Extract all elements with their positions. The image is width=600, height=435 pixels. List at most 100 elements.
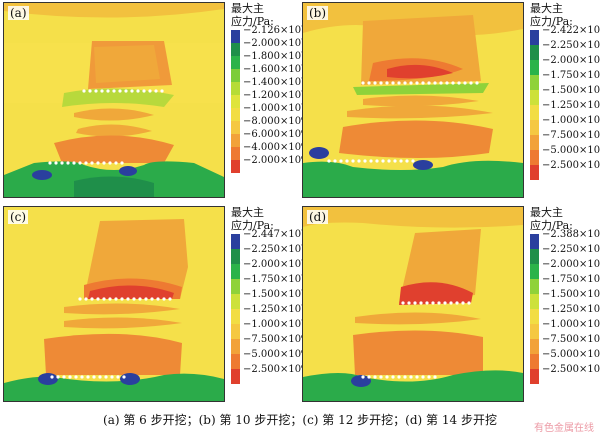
legend-swatch <box>231 69 240 82</box>
legend-swatch <box>231 279 240 294</box>
legend-swatch <box>231 108 240 121</box>
legend-swatch <box>231 95 240 108</box>
contour-plot-b: (b) <box>302 2 524 198</box>
legend-value: −1.000×10⁷ <box>542 115 600 126</box>
legend-value: −2.000×10⁶ <box>243 155 306 166</box>
legend-value: −2.500×10⁶ <box>542 160 600 171</box>
contour-plot-d: (d) <box>302 206 524 402</box>
legend-swatch <box>530 30 539 45</box>
legend-value: −2.422×10⁷ <box>542 25 600 36</box>
legend-swatch <box>231 234 240 249</box>
panel-b: (b) 最大主 应力/Pa: −2.422×10⁷ −2.250×10⁷ −2.00… <box>302 2 600 204</box>
legend-value: −1.400×10⁷ <box>243 77 306 88</box>
contour-svg-b <box>303 3 523 197</box>
legend-swatch <box>231 56 240 69</box>
legend-value: −1.800×10⁷ <box>243 51 306 62</box>
legend-title-line1-c: 最大主 <box>231 206 264 219</box>
panel-label-c: (c) <box>8 210 29 224</box>
legend-value: −2.500×10⁶ <box>542 364 600 375</box>
legend-colorbar-d <box>530 234 539 384</box>
legend-value: −2.000×10⁷ <box>542 55 600 66</box>
legend-swatch <box>231 264 240 279</box>
legend-swatch <box>530 105 539 120</box>
legend-swatch <box>231 121 240 134</box>
legend-value: −7.500×10⁶ <box>542 130 600 141</box>
legend-swatch <box>231 309 240 324</box>
panel-a: (a) 最大主 应力/Pa: −2.126×10⁷ −2.000×10⁷ −1.80… <box>3 2 306 204</box>
legend-title-line1-d: 最大主 <box>530 206 563 219</box>
legend-colorbar-b <box>530 30 539 180</box>
legend-value: −1.000×10⁷ <box>243 319 306 330</box>
panel-d: (d) 最大主 应力/Pa: −2.388×10⁷ −2.250×10⁷ −2.00… <box>302 206 600 408</box>
legend-value: −1.000×10⁷ <box>243 103 306 114</box>
legend-title-line1-b: 最大主 <box>530 2 563 15</box>
legend-title-line2-a: 应力/Pa: <box>231 15 274 28</box>
panel-label-d: (d) <box>307 210 329 224</box>
legend-value: −2.388×10⁷ <box>542 229 600 240</box>
legend-value: −7.500×10⁶ <box>243 334 306 345</box>
legend-swatch <box>530 339 539 354</box>
contour-svg-d <box>303 207 523 401</box>
legend-title-line2-d: 应力/Pa: <box>530 219 573 232</box>
legend-value: −7.500×10⁶ <box>542 334 600 345</box>
legend-swatch <box>231 82 240 95</box>
legend-value: −1.000×10⁷ <box>542 319 600 330</box>
legend-swatch <box>530 165 539 180</box>
legend-title-line2-c: 应力/Pa: <box>231 219 274 232</box>
legend-colorbar-c <box>231 234 240 384</box>
legend-swatch <box>530 234 539 249</box>
legend-value: −1.750×10⁷ <box>542 274 600 285</box>
contour-svg-c <box>4 207 224 401</box>
legend-c: 最大主 应力/Pa: −2.447×10⁷ −2.250×10⁷ −2.000×10… <box>229 206 306 406</box>
legend-a: 最大主 应力/Pa: −2.126×10⁷ −2.000×10⁷ −1.800×10… <box>229 2 306 202</box>
legend-swatch <box>231 160 240 173</box>
legend-swatch <box>530 60 539 75</box>
legend-b: 最大主 应力/Pa: −2.422×10⁷ −2.250×10⁷ −2.000×10… <box>528 2 600 202</box>
legend-title-line1-a: 最大主 <box>231 2 264 15</box>
legend-value: −1.600×10⁷ <box>243 64 306 75</box>
legend-swatch <box>530 294 539 309</box>
legend-swatch <box>530 45 539 60</box>
legend-value: −8.000×10⁶ <box>243 116 306 127</box>
legend-value: −1.250×10⁷ <box>542 100 600 111</box>
panel-c: (c) 最大主 应力/Pa: −2.447×10⁷ −2.250×10⁷ −2.00… <box>3 206 306 408</box>
legend-value: −5.000×10⁶ <box>542 349 600 360</box>
legend-colorbar-a <box>231 30 240 173</box>
legend-swatch <box>231 369 240 384</box>
legend-value: −5.000×10⁶ <box>243 349 306 360</box>
legend-value: −1.500×10⁷ <box>542 85 600 96</box>
legend-swatch <box>530 150 539 165</box>
watermark: 有色金属在线 <box>534 423 594 434</box>
legend-value: −1.250×10⁷ <box>243 304 306 315</box>
contour-plot-a: (a) <box>3 2 225 198</box>
legend-value: −2.000×10⁷ <box>243 259 306 270</box>
legend-swatch <box>231 354 240 369</box>
legend-value: −4.000×10⁶ <box>243 142 306 153</box>
legend-value: −5.000×10⁶ <box>542 145 600 156</box>
legend-swatch <box>231 324 240 339</box>
legend-swatch <box>231 249 240 264</box>
panel-label-a: (a) <box>8 6 29 20</box>
legend-value: −2.250×10⁷ <box>542 40 600 51</box>
legend-title-line2-b: 应力/Pa: <box>530 15 573 28</box>
legend-value: −2.000×10⁷ <box>243 38 306 49</box>
legend-value: −1.750×10⁷ <box>243 274 306 285</box>
legend-swatch <box>231 294 240 309</box>
legend-d: 最大主 应力/Pa: −2.388×10⁷ −2.250×10⁷ −2.000×10… <box>528 206 600 406</box>
legend-swatch <box>530 264 539 279</box>
legend-swatch <box>530 120 539 135</box>
legend-swatch <box>530 135 539 150</box>
legend-swatch <box>530 354 539 369</box>
legend-value: −2.250×10⁷ <box>542 244 600 255</box>
legend-value: −2.250×10⁷ <box>243 244 306 255</box>
legend-swatch <box>530 279 539 294</box>
legend-value: −2.447×10⁷ <box>243 229 306 240</box>
legend-value: −1.500×10⁷ <box>542 289 600 300</box>
legend-value: −6.000×10⁶ <box>243 129 306 140</box>
figure-caption: (a) 第 6 步开挖；(b) 第 10 步开挖；(c) 第 12 步开挖；(d… <box>103 413 497 427</box>
legend-value: −1.750×10⁷ <box>542 70 600 81</box>
contour-plot-c: (c) <box>3 206 225 402</box>
contour-svg-a <box>4 3 224 197</box>
legend-swatch <box>530 90 539 105</box>
legend-swatch <box>231 134 240 147</box>
